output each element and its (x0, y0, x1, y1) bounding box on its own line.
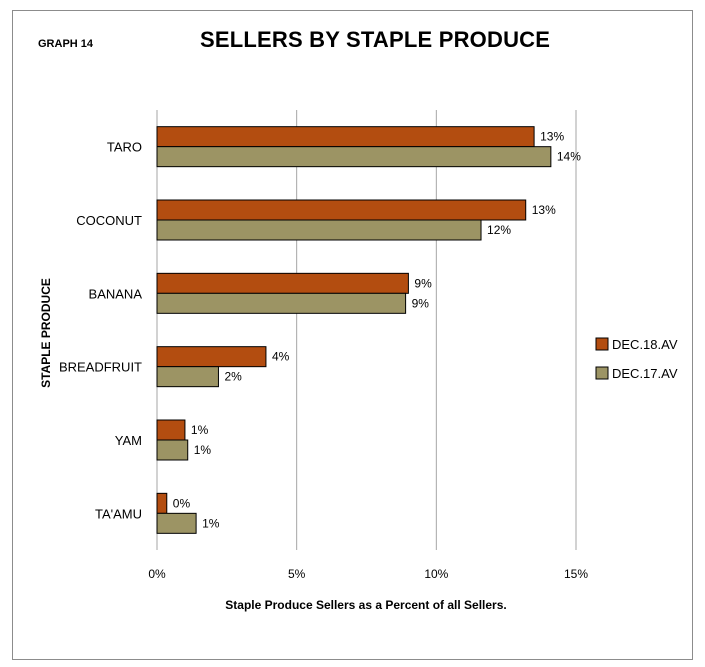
x-tick-label: 15% (564, 567, 588, 581)
data-label: 0% (173, 496, 191, 510)
category-labels: TARO COCONUT BANANA BREADFRUIT YAM TA'AMU (59, 140, 142, 522)
data-labels: 13% 14% 13% 12% 9% 9% 4% 2% 1% 1% 0% 1% (173, 130, 581, 531)
x-tick-label: 0% (148, 567, 166, 581)
y-axis-title: STAPLE PRODUCE (39, 278, 53, 388)
legend-swatch (595, 337, 609, 351)
x-axis-title: Staple Produce Sellers as a Percent of a… (225, 598, 506, 612)
bar (156, 272, 409, 294)
x-tick-label: 5% (288, 567, 306, 581)
data-label: 9% (414, 276, 432, 290)
data-label: 1% (191, 423, 209, 437)
data-label: 2% (224, 370, 242, 384)
bar (156, 126, 535, 148)
category-label: YAM (115, 433, 142, 448)
bar (156, 419, 186, 441)
graph-label: GRAPH 14 (38, 38, 94, 50)
bar (156, 492, 168, 514)
data-label: 1% (194, 443, 212, 457)
bar (156, 346, 267, 368)
category-label: TA'AMU (95, 506, 142, 521)
chart-title: SELLERS BY STAPLE PRODUCE (200, 27, 551, 52)
bar (156, 146, 552, 168)
category-label: BREADFRUIT (59, 360, 142, 375)
bars (156, 126, 552, 534)
x-tick-labels: 0% 5% 10% 15% (148, 567, 588, 581)
bar (156, 512, 197, 534)
category-label: BANANA (89, 286, 143, 301)
x-tick-label: 10% (424, 567, 448, 581)
chart-frame (12, 10, 693, 660)
legend-label: DEC.17.AV (612, 366, 678, 381)
data-label: 4% (272, 350, 290, 364)
bar (156, 219, 482, 241)
legend-swatch (595, 366, 609, 380)
category-label: TARO (107, 140, 142, 155)
data-label: 12% (487, 223, 511, 237)
data-label: 9% (412, 296, 430, 310)
data-label: 13% (540, 130, 564, 144)
category-label: COCONUT (76, 213, 142, 228)
data-label: 13% (532, 203, 556, 217)
bar (156, 439, 189, 461)
legend: DEC.18.AV DEC.17.AV (595, 337, 678, 381)
bar (156, 292, 407, 314)
bar (156, 199, 527, 221)
data-label: 1% (202, 516, 220, 530)
legend-label: DEC.18.AV (612, 337, 678, 352)
bar (156, 366, 219, 388)
gridlines (156, 110, 577, 550)
data-label: 14% (557, 150, 581, 164)
